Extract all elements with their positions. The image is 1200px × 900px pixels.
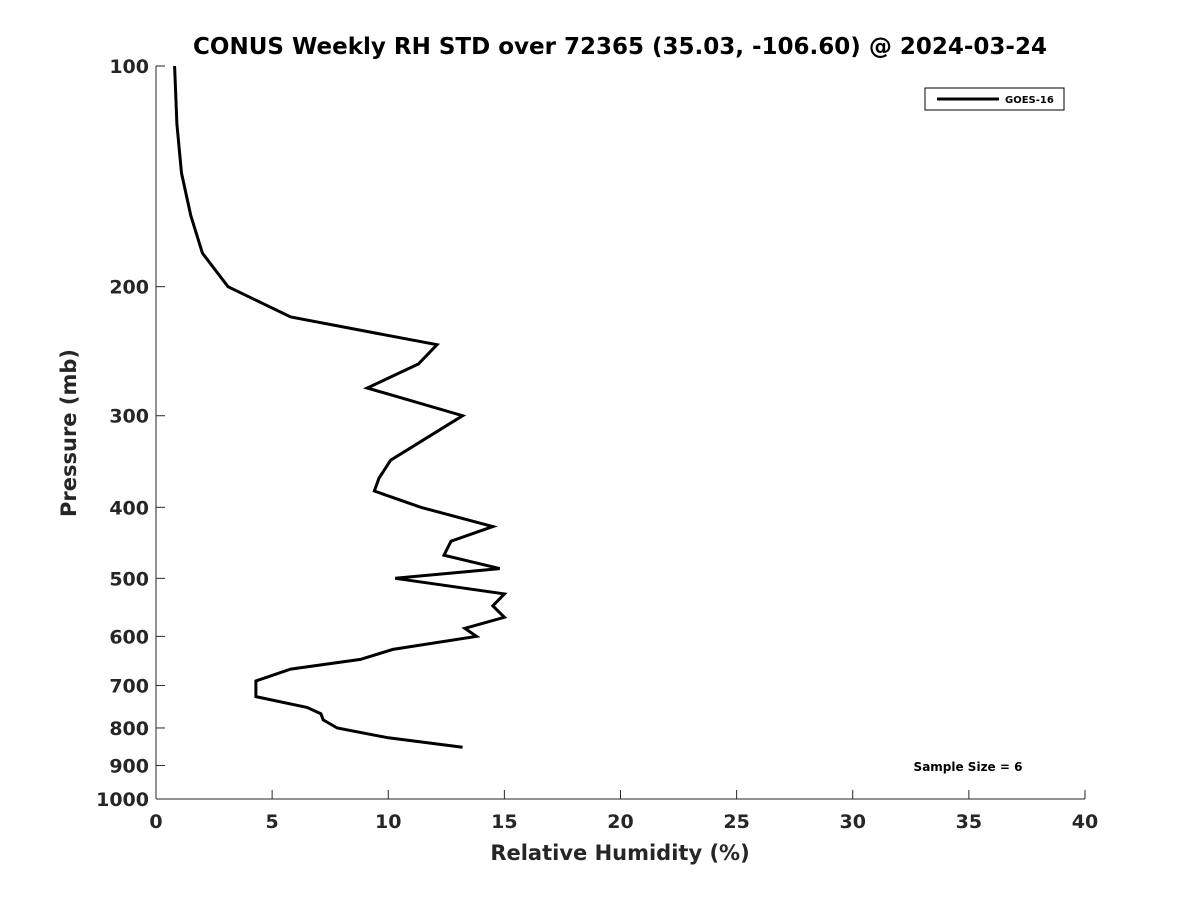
y-tick-label: 300 <box>109 406 149 428</box>
x-tick-label: 40 <box>1072 811 1098 833</box>
y-tick-label: 700 <box>109 675 149 697</box>
legend-label-goes-16: GOES-16 <box>1005 95 1054 106</box>
x-tick-label: 0 <box>149 811 162 833</box>
y-tick-label: 900 <box>109 755 149 777</box>
y-tick-label: 800 <box>109 718 149 740</box>
sample-size-annotation: Sample Size = 6 <box>914 760 1023 774</box>
y-tick-label: 600 <box>109 626 149 648</box>
y-tick-label: 100 <box>109 56 149 78</box>
y-tick-label: 200 <box>109 277 149 299</box>
series-layer <box>173 65 508 749</box>
legend: GOES-16 <box>924 87 1065 111</box>
x-axis-label: Relative Humidity (%) <box>490 841 749 865</box>
x-tick-label: 10 <box>375 811 401 833</box>
x-tick-label: 5 <box>266 811 279 833</box>
x-tick-label: 15 <box>491 811 517 833</box>
x-tick-label: 20 <box>607 811 633 833</box>
y-ticks: 100 200 300 400 500 600 700 800 900 1000 <box>96 56 165 811</box>
x-tick-label: 30 <box>840 811 866 833</box>
x-tick-label: 35 <box>956 811 982 833</box>
y-tick-label: 500 <box>109 568 149 590</box>
x-tick-label: 25 <box>723 811 749 833</box>
plot-area: 0 5 10 15 20 25 30 35 40 100 200 300 400 500 600 700 80… <box>96 56 1098 833</box>
x-ticks: 0 5 10 15 20 25 30 35 40 <box>149 790 1098 833</box>
y-tick-label: 400 <box>109 497 149 519</box>
series-line-goes-16 <box>173 65 508 749</box>
y-axis-label: Pressure (mb) <box>57 349 81 517</box>
chart-title: CONUS Weekly RH STD over 72365 (35.03, -… <box>193 34 1047 60</box>
y-tick-label: 1000 <box>96 789 149 811</box>
